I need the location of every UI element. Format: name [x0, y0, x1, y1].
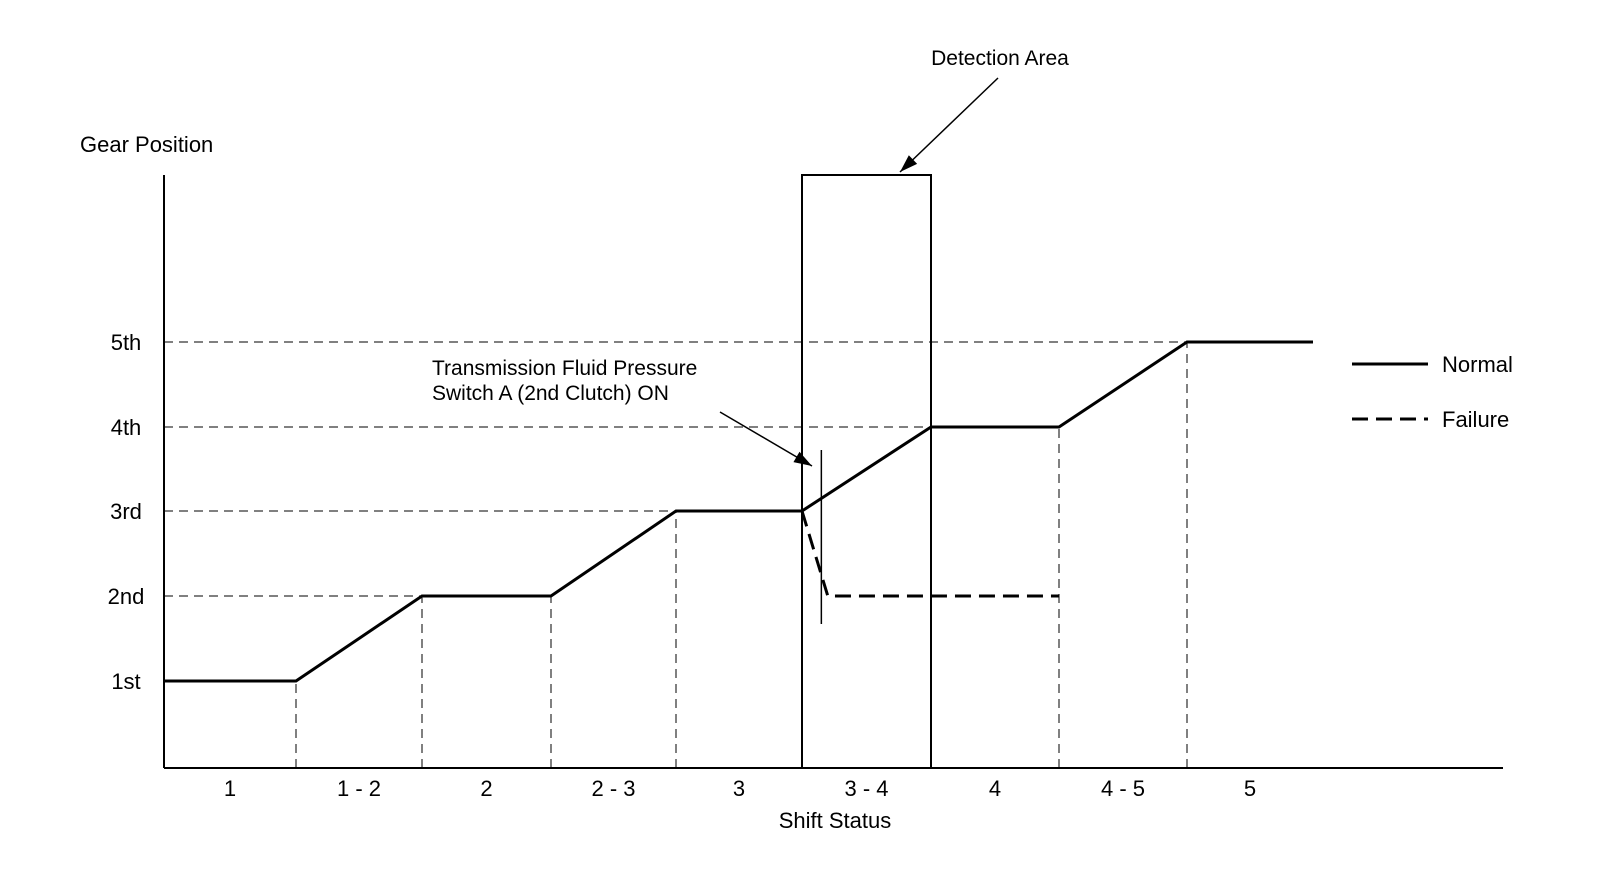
y-axis-title: Gear Position — [80, 132, 213, 157]
detection-area-arrow-shaft — [899, 77, 999, 173]
switch-note-arrow-head — [793, 451, 812, 466]
y-tick-label: 4th — [111, 415, 142, 440]
y-tick-label: 5th — [111, 330, 142, 355]
guide-lines — [164, 341, 1188, 768]
x-tick-label: 3 — [733, 776, 745, 801]
legend: Normal Failure — [1352, 352, 1513, 432]
x-axis-title: Shift Status — [779, 808, 892, 833]
x-tick-label: 1 - 2 — [337, 776, 381, 801]
detection-area-arrow-head — [900, 155, 918, 172]
legend-label-normal: Normal — [1442, 352, 1513, 377]
x-tick-label: 1 — [224, 776, 236, 801]
x-tick-label: 4 — [989, 776, 1001, 801]
tick-labels: 1 1 - 2 2 2 - 3 3 3 - 4 4 4 - 5 5 1st 2nd 3rd 4th 5th — [108, 330, 1256, 801]
y-tick-label: 3rd — [110, 499, 142, 524]
x-tick-label: 2 — [480, 776, 492, 801]
annotations — [719, 77, 999, 624]
x-tick-label: 2 - 3 — [591, 776, 635, 801]
detection-area — [801, 174, 932, 769]
switch-note-line-1: Transmission Fluid Pressure — [432, 357, 697, 380]
series-normal-line — [164, 340, 1313, 683]
series-failure-line — [800, 510, 1059, 598]
switch-note-line-2: Switch A (2nd Clutch) ON — [432, 382, 669, 405]
y-tick-label: 2nd — [108, 584, 145, 609]
legend-label-failure: Failure — [1442, 407, 1509, 432]
x-tick-label: 3 - 4 — [844, 776, 888, 801]
axes — [163, 175, 1503, 769]
y-tick-label: 1st — [111, 669, 140, 694]
series-lines — [164, 340, 1313, 683]
detection-area-label: Detection Area — [931, 47, 1069, 70]
detection-area-box — [801, 174, 932, 769]
x-tick-label: 4 - 5 — [1101, 776, 1145, 801]
x-tick-label: 5 — [1244, 776, 1256, 801]
